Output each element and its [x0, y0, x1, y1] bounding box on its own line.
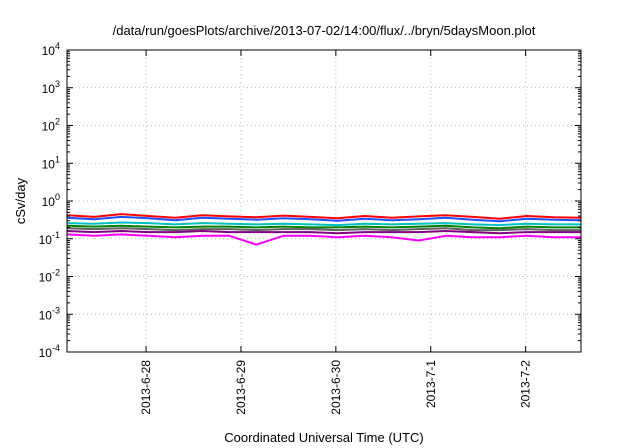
y-tick-exponent: 4	[55, 41, 60, 51]
x-tick-label: 2013-7-2	[519, 360, 533, 408]
y-tick-exponent: 1	[55, 154, 60, 164]
y-tick-label: 10-4	[39, 343, 60, 360]
y-tick-exponent: 2	[55, 117, 60, 127]
y-tick-label: 101	[42, 154, 60, 171]
y-tick-exponent: -3	[52, 305, 60, 315]
y-tick-label: 10-2	[39, 268, 60, 285]
x-tick-label: 2013-7-1	[424, 360, 438, 408]
series-line-4	[66, 224, 581, 230]
chart-title: /data/run/goesPlots/archive/2013-07-02/1…	[113, 23, 536, 38]
series-line-5	[66, 227, 581, 232]
series-line-2	[66, 215, 582, 223]
series-line-7	[66, 233, 581, 246]
x-axis-ticks: 2013-6-28 2013-6-29 2013-6-30 2013-7-1 2013-…	[139, 50, 533, 415]
y-axis-label: cSv/day	[13, 177, 28, 224]
x-tick-label: 2013-6-29	[234, 360, 248, 415]
y-tick-exponent: -2	[52, 268, 60, 278]
x-tick-label: 2013-6-30	[329, 360, 343, 415]
series-line-6	[66, 230, 581, 235]
grid	[67, 50, 581, 352]
y-tick-exponent: 3	[55, 79, 60, 89]
y-tick-exponent: -1	[52, 230, 60, 240]
y-tick-label: 103	[42, 79, 60, 96]
y-tick-exponent: 0	[55, 192, 60, 202]
series-line-3	[66, 221, 581, 227]
y-tick-label: 104	[42, 41, 60, 58]
x-axis-label: Coordinated Universal Time (UTC)	[224, 430, 423, 445]
x-tick-label: 2013-6-28	[139, 360, 153, 415]
y-tick-exponent: -4	[52, 343, 60, 353]
y-tick-label: 10-1	[39, 230, 60, 247]
series-layer	[66, 213, 582, 246]
y-tick-label: 100	[42, 192, 60, 209]
y-tick-label: 102	[42, 117, 60, 134]
series-line-1	[66, 213, 582, 220]
y-tick-label: 10-3	[39, 305, 60, 322]
